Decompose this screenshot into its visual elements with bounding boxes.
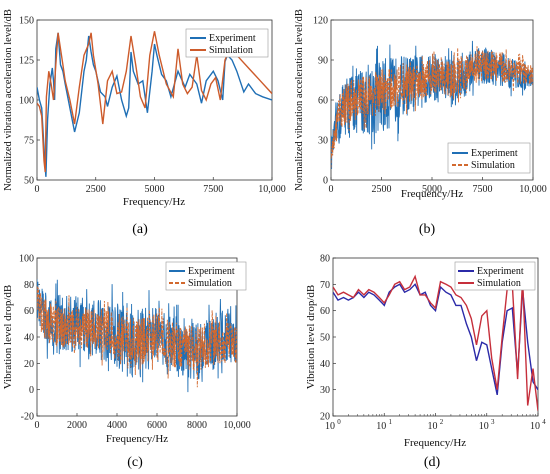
panel-b-legend-label-simulation: Simulation: [471, 160, 515, 171]
y-tick-label: 100: [19, 254, 34, 265]
x-tick-label: 8000: [187, 420, 207, 431]
x-tick-exponent: 2: [440, 418, 444, 426]
x-tick-label: 10: [376, 421, 386, 432]
panel-b-legend-box: [447, 142, 531, 174]
y-tick-label: 75: [24, 136, 34, 147]
panel-d-legend: Experiment Simulation: [454, 261, 536, 291]
x-tick-label: 0: [35, 184, 40, 195]
x-tick-label: 2500: [86, 184, 106, 195]
x-tick-exponent: 0: [337, 418, 341, 426]
series-line-experiment: [333, 283, 538, 396]
panel-a-legend-label-simulation: Simulation: [209, 45, 253, 56]
x-tick-label: 10: [479, 421, 489, 432]
x-tick-label: 10,000: [258, 184, 286, 195]
panel-a-legend-box: [185, 28, 269, 58]
y-tick-label: 30: [320, 385, 330, 396]
panel-b-legend-label-experiment: Experiment: [471, 148, 518, 159]
panel-a: 0 2500 5000 7500 10,000 50 75 100 125 150 Experim…: [3, 9, 286, 237]
y-tick-label: 30: [318, 136, 328, 147]
panel-b: 0 2500 5000 7500 10,000 0 30 60 90 120 Experiment…: [294, 9, 547, 237]
y-tick-label: 40: [320, 359, 330, 370]
x-tick-label: 2500: [372, 184, 392, 195]
series-line-experiment: [37, 32, 272, 177]
x-tick-label: 4000: [107, 420, 127, 431]
x-tick-label: 10,000: [223, 420, 251, 431]
y-tick-label: 0: [323, 176, 328, 187]
y-tick-label: 80: [24, 280, 34, 291]
panel-a-legend-label-experiment: Experiment: [209, 33, 256, 44]
panel-c-series: [37, 279, 237, 393]
x-tick-label: 5000: [422, 184, 442, 195]
y-tick-label: 80: [320, 254, 330, 265]
panel-c-caption: (c): [127, 455, 143, 470]
y-tick-label: 20: [24, 359, 34, 370]
y-tick-label: 0: [29, 385, 34, 396]
y-tick-label: 125: [19, 56, 34, 67]
y-tick-label: 50: [24, 176, 34, 187]
panel-c-legend-label-experiment: Experiment: [188, 266, 235, 277]
panel-a-series: [37, 31, 272, 177]
x-tick-label: 5000: [145, 184, 165, 195]
panel-b-y-axis-label: Normalized vibration acceleration level/…: [294, 9, 305, 191]
y-tick-label: 50: [320, 333, 330, 344]
y-tick-label: 120: [313, 16, 328, 27]
x-tick-label: 2000: [67, 420, 87, 431]
x-tick-exponent: 1: [389, 418, 393, 426]
y-tick-label: 90: [318, 56, 328, 67]
x-tick-label: 0: [35, 420, 40, 431]
y-tick-label: 100: [19, 96, 34, 107]
panel-c-x-axis-label: Frequency/Hz: [106, 433, 168, 445]
panel-b-caption: (b): [419, 222, 436, 237]
y-tick-label: 60: [318, 96, 328, 107]
y-tick-label: 60: [24, 306, 34, 317]
x-tick-exponent: 3: [491, 418, 495, 426]
panel-c-legend-label-simulation: Simulation: [188, 278, 232, 289]
panel-b-legend: Experiment Simulation: [447, 142, 531, 174]
y-tick-label: 70: [320, 280, 330, 291]
panel-a-caption: (a): [132, 222, 148, 237]
series-line-simulation: [333, 274, 538, 411]
panel-d-legend-box: [454, 261, 536, 291]
x-tick-label: 10,000: [519, 184, 547, 195]
x-tick-label: 0: [329, 184, 334, 195]
panel-a-ticks: 0 2500 5000 7500 10,000 50 75 100 125 150: [19, 16, 286, 196]
panel-b-series: [331, 40, 533, 169]
panel-c-legend: Experiment Simulation: [165, 261, 247, 291]
panel-d-x-axis-label: Frequency/Hz: [404, 437, 466, 449]
panel-d-y-axis-label: Vibration level drop/dB: [305, 285, 317, 389]
x-tick-exponent: 4: [542, 418, 546, 426]
y-tick-label: 60: [320, 306, 330, 317]
x-tick-label: 7500: [473, 184, 493, 195]
x-tick-label: 6000: [147, 420, 167, 431]
panel-b-ticks: 0 2500 5000 7500 10,000 0 30 60 90 120: [313, 16, 547, 196]
series-line-simulation: [37, 285, 237, 388]
panel-b-x-axis-label: Frequency/Hz: [401, 188, 463, 200]
panel-d-series: [333, 274, 538, 411]
series-line-simulation: [331, 46, 533, 168]
panel-a-legend: Experiment Simulation: [185, 28, 269, 58]
panel-c-y-axis-label: Vibration level drop/dB: [2, 285, 14, 389]
panel-a-x-axis-label: Frequency/Hz: [123, 196, 185, 208]
x-tick-label: 7500: [203, 184, 223, 195]
x-tick-label: 10: [428, 421, 438, 432]
panel-d-caption: (d): [424, 455, 441, 470]
series-line-simulation: [37, 31, 272, 173]
panel-d-legend-label-simulation: Simulation: [477, 278, 521, 289]
panel-a-y-axis-label: Normalized vibration acceleration level/…: [3, 9, 14, 191]
panel-d-legend-label-experiment: Experiment: [477, 266, 524, 277]
y-tick-label: 40: [24, 333, 34, 344]
x-tick-label: 10: [325, 421, 335, 432]
y-tick-label: 20: [320, 412, 330, 423]
panel-c-legend-box: [165, 261, 247, 291]
x-tick-label: 10: [530, 421, 540, 432]
y-tick-label: -20: [21, 412, 34, 423]
y-tick-label: 150: [19, 16, 34, 27]
